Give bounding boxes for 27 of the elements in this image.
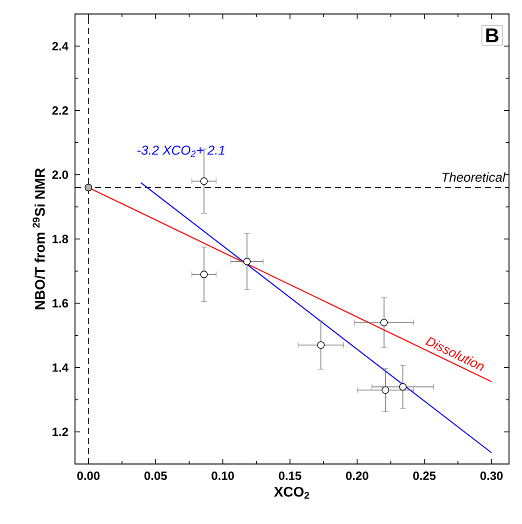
y-tick-label: 2.0 — [52, 170, 68, 179]
y-axis-title: NBO/T from $^{29}$Si NMR — [32, 168, 46, 310]
point — [243, 258, 251, 266]
point — [380, 318, 388, 326]
point — [317, 341, 325, 349]
x-tick-label: 0.30 — [480, 472, 503, 480]
x-tick-label: 0.25 — [413, 472, 436, 480]
y-tick-label: 1.4 — [52, 363, 68, 372]
x-tick-label: 0.10 — [212, 472, 234, 480]
point — [84, 184, 92, 192]
annotation: B — [486, 28, 498, 42]
text: -3.2 XCO$_{2}$+ 2.1 — [137, 146, 224, 157]
point — [200, 177, 208, 185]
point — [399, 383, 407, 391]
y-tick-label: 2.2 — [52, 106, 68, 115]
x-tick-label: 0.05 — [144, 472, 167, 480]
y-tick-label: 1.8 — [52, 234, 68, 244]
x-axis-title: XCO$_{2}$ — [274, 486, 310, 499]
point — [200, 270, 208, 278]
x-tick-label: 0.20 — [346, 472, 368, 480]
x-tick-label: 0.15 — [278, 472, 302, 480]
y-tick-label: 2.4 — [52, 42, 68, 50]
x-tick-label: 0.00 — [77, 472, 100, 480]
y-tick-label: 1.2 — [52, 428, 68, 436]
point — [382, 386, 390, 394]
y-tick-label: 1.6 — [52, 299, 68, 308]
ref-line-label: Theoretical — [442, 172, 506, 182]
